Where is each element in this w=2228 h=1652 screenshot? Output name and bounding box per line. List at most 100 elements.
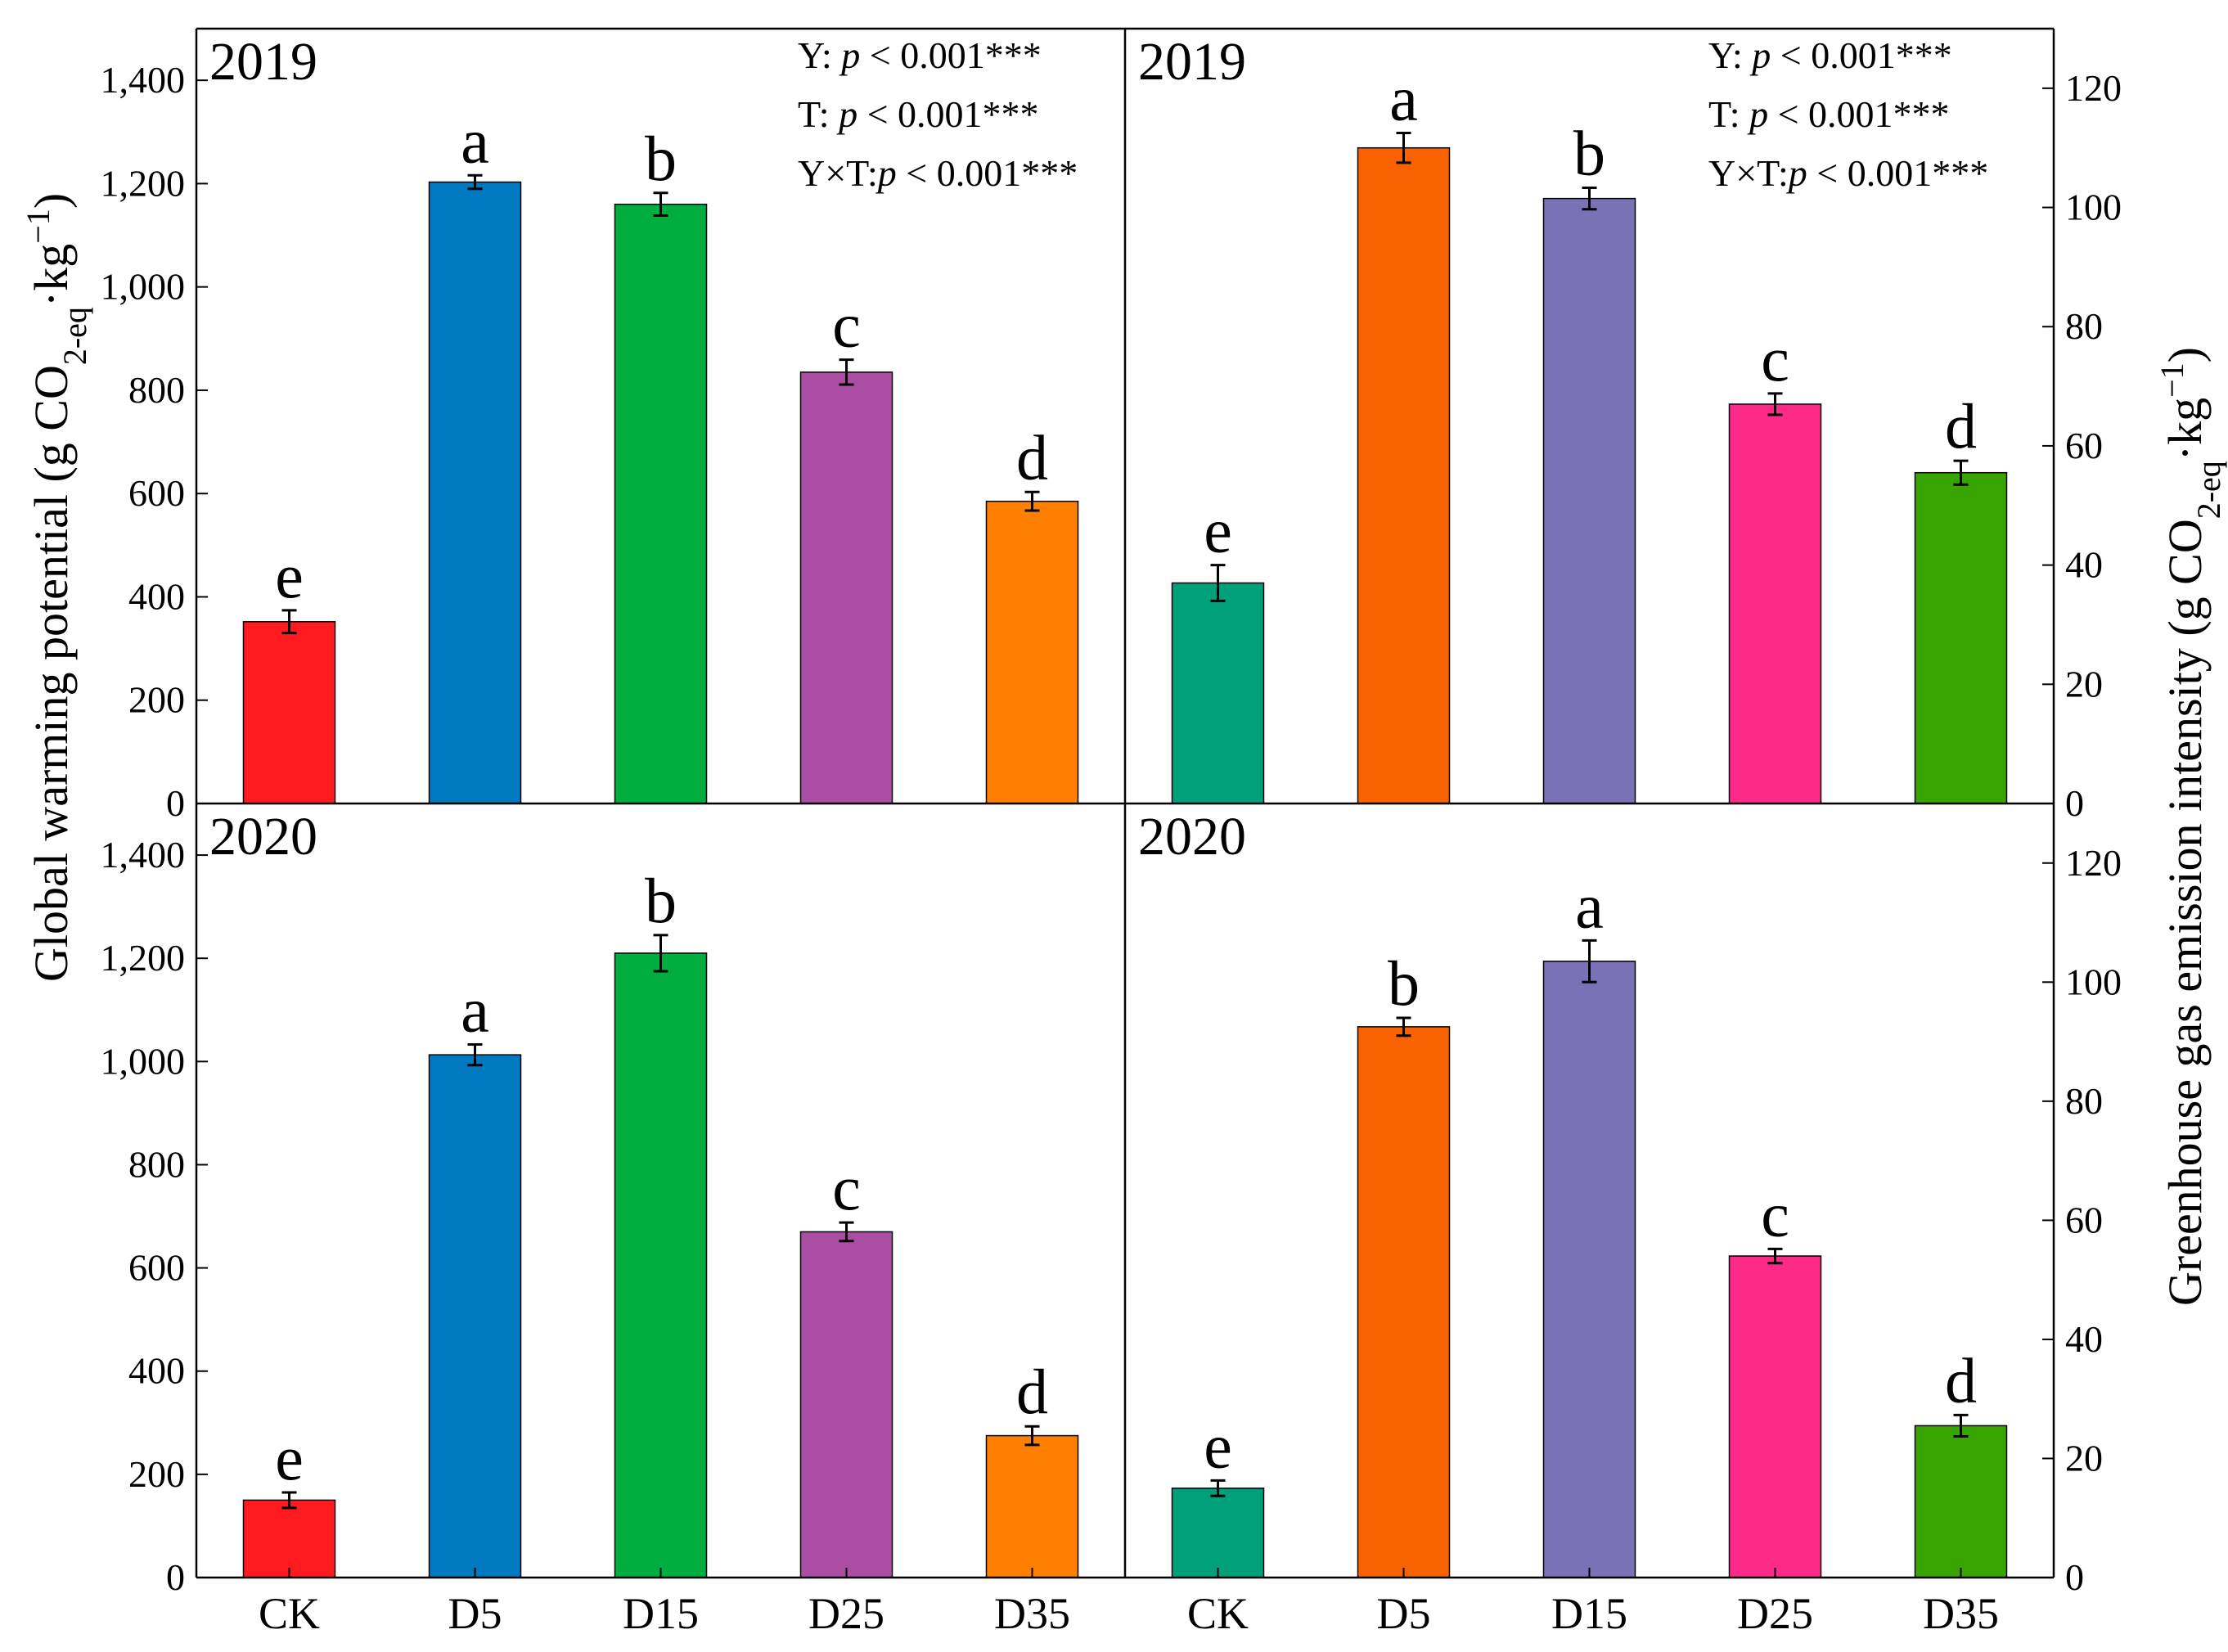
x-category-label: D15: [623, 1589, 699, 1638]
right-axis-title-sub: 2-eq: [2190, 461, 2227, 519]
bar-ck: [1171, 582, 1265, 804]
y-tick-label: 800: [128, 369, 185, 411]
significance-letter: e: [1204, 1410, 1232, 1481]
y-tick-label: 1,000: [101, 1040, 186, 1082]
y-tick-label: 800: [128, 1143, 185, 1185]
x-category-label: CK: [1187, 1589, 1249, 1638]
left-axis-title-sup: −1: [20, 209, 56, 244]
x-category-label: D5: [1377, 1589, 1431, 1638]
x-category-label: D15: [1551, 1589, 1627, 1638]
panel-year-title: 2020: [209, 807, 317, 867]
y-tick-label: 1,200: [101, 162, 186, 204]
y-tick-label: 0: [2065, 782, 2084, 824]
bar-d15: [614, 952, 708, 1578]
y-tick-label: 40: [2065, 1318, 2103, 1360]
left-axis-title-sub: 2-eq: [56, 307, 93, 365]
significance-letter: c: [1761, 1178, 1789, 1249]
y-tick-label: 0: [166, 782, 185, 824]
left-axis-title-unit: ·kg: [25, 244, 78, 307]
right-axis-title-sup: −1: [2154, 362, 2190, 398]
panel-gwp-2019: 0 200 400 600 800 1,000 1,200 1,400 e a b c d 2019 Y: …: [101, 32, 1079, 824]
stat-annotation: Y×T:p < 0.001***: [798, 152, 1078, 194]
bar-d15: [1542, 961, 1636, 1578]
y-tick-label: 100: [2065, 187, 2122, 228]
left-axis-title-main: Global warming potential (g CO: [25, 365, 78, 982]
bar-d25: [799, 371, 893, 804]
y-tick-label: 60: [2065, 1199, 2103, 1240]
significance-letter: a: [461, 105, 489, 176]
significance-letter: b: [645, 865, 677, 936]
x-category-label: D25: [808, 1589, 884, 1638]
left-axis-title: Global warming potential (g CO2-eq·kg−1): [20, 193, 93, 982]
bar-d35: [985, 1434, 1079, 1578]
y-tick-label: 400: [128, 575, 185, 617]
stat-annotation: T: p < 0.001***: [798, 93, 1039, 135]
significance-letter: a: [1575, 870, 1604, 941]
y-tick-label: 60: [2065, 425, 2103, 466]
panel-year-title: 2020: [1138, 807, 1246, 867]
bar-ck: [242, 621, 336, 804]
y-tick-label: 600: [128, 472, 185, 514]
significance-letter: d: [1016, 421, 1048, 493]
panel-ghgi-2019: 0 20 40 60 80 100 120 e a b c d 2019 Y: p < 0.001*** T…: [1138, 32, 2122, 824]
y-tick-label: 1,000: [101, 266, 186, 308]
significance-letter: b: [1388, 948, 1420, 1019]
significance-letter: e: [275, 1422, 304, 1493]
bar-ck: [1171, 1488, 1265, 1578]
bar-d15: [614, 203, 708, 804]
bar-ck: [242, 1499, 336, 1578]
bar-d5: [1357, 1026, 1451, 1578]
bar-d15: [1542, 197, 1636, 804]
significance-letter: e: [1204, 495, 1232, 566]
bar-d35: [1914, 471, 2008, 804]
significance-letter: d: [1945, 1344, 1977, 1416]
significance-letter: c: [1761, 323, 1789, 394]
stat-annotation: Y: p < 0.001***: [1708, 34, 1952, 76]
bar-d35: [1914, 1425, 2008, 1578]
bar-d5: [1357, 146, 1451, 804]
y-tick-label: 20: [2065, 1437, 2103, 1479]
bar-d35: [985, 500, 1079, 804]
panel-year-title: 2019: [209, 32, 317, 92]
right-axis-title-unit: ·kg: [2158, 398, 2212, 461]
panel-gwp-2020: 0 200 400 600 800 1,000 1,200 1,400 e CK a D5 b D15 c D…: [101, 807, 1079, 1638]
bar-d5: [428, 1054, 522, 1578]
y-tick-label: 100: [2065, 961, 2122, 1002]
x-category-label: CK: [259, 1589, 320, 1638]
right-axis-title-main: Greenhouse gas emission intensity (g CO: [2158, 519, 2212, 1306]
y-tick-label: 1,200: [101, 937, 186, 979]
significance-letter: a: [461, 975, 489, 1046]
right-axis-title-close: ): [2158, 347, 2212, 362]
y-tick-label: 80: [2065, 1080, 2103, 1122]
significance-letter: c: [832, 290, 861, 361]
x-category-label: D5: [448, 1589, 502, 1638]
y-tick-label: 0: [2065, 1556, 2084, 1598]
significance-letter: b: [645, 123, 677, 194]
x-category-label: D25: [1737, 1589, 1813, 1638]
y-tick-label: 40: [2065, 544, 2103, 586]
significance-letter: b: [1573, 117, 1605, 188]
x-category-label: D35: [1923, 1589, 1999, 1638]
left-axis-title-close: ): [25, 193, 78, 209]
panel-ghgi-2020: 0 20 40 60 80 100 120 e CK b D5 a D15 c D25 d D35 2020: [1138, 807, 2122, 1638]
y-tick-label: 1,400: [101, 59, 186, 101]
y-tick-label: 1,400: [101, 834, 186, 876]
panel-year-title: 2019: [1138, 32, 1246, 92]
significance-letter: c: [832, 1152, 861, 1223]
y-tick-label: 200: [128, 679, 185, 721]
bar-d25: [1728, 1255, 1822, 1578]
y-tick-label: 120: [2065, 842, 2122, 884]
significance-letter: d: [1016, 1356, 1048, 1427]
bar-d25: [799, 1231, 893, 1578]
y-tick-label: 20: [2065, 663, 2103, 704]
y-tick-label: 0: [166, 1556, 185, 1598]
bar-d5: [428, 181, 522, 804]
significance-letter: d: [1945, 390, 1977, 461]
y-tick-label: 80: [2065, 305, 2103, 347]
bar-d25: [1728, 403, 1822, 804]
significance-letter: a: [1389, 62, 1418, 133]
y-tick-label: 600: [128, 1247, 185, 1289]
right-axis-title: Greenhouse gas emission intensity (g CO2…: [2154, 347, 2227, 1306]
y-tick-label: 120: [2065, 67, 2122, 109]
